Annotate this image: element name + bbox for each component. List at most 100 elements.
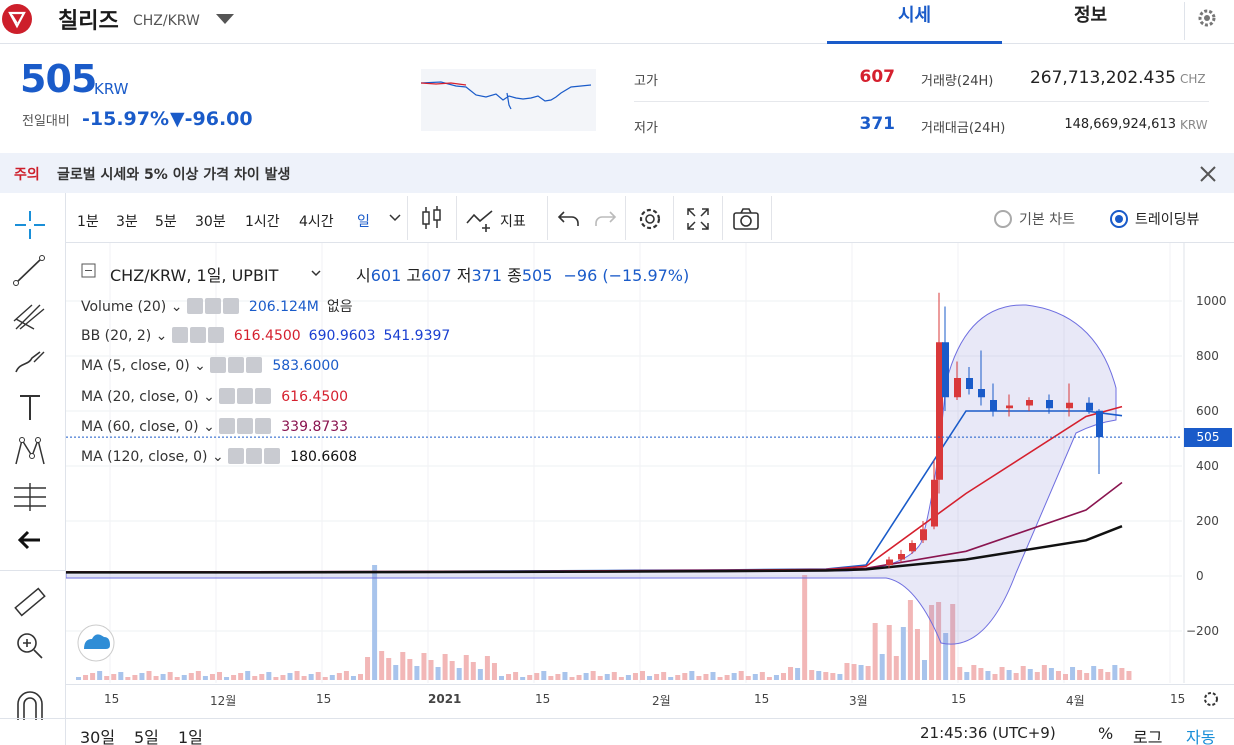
range-5d[interactable]: 5일 <box>134 728 159 745</box>
fullscreen-icon[interactable] <box>685 206 711 236</box>
volume-bar <box>83 675 89 680</box>
indicator-name: Volume (20) <box>81 299 167 315</box>
volume-bar <box>858 665 864 680</box>
indicator-value: 583.6000 <box>272 358 340 374</box>
price-chart[interactable] <box>65 243 1234 688</box>
log-toggle[interactable]: 로그 <box>1133 728 1163 745</box>
gear-icon[interactable] <box>237 388 254 404</box>
timeframe-30m[interactable]: 30분 <box>195 214 226 230</box>
close-icon[interactable] <box>255 388 272 404</box>
eye-icon[interactable] <box>171 327 188 343</box>
gear-icon[interactable] <box>246 448 263 464</box>
indicator-legend-row[interactable]: Volume (20) ⌄ 206.124M 없음 <box>81 296 353 316</box>
zoom-in-icon[interactable] <box>10 628 50 662</box>
indicator-legend-row[interactable]: MA (120, close, 0) ⌄ 180.6608 <box>81 448 357 465</box>
chevron-down-icon[interactable] <box>388 209 402 228</box>
indicator-legend-row[interactable]: MA (60, close, 0) ⌄ 339.8733 <box>81 418 348 435</box>
magnet-icon[interactable] <box>10 690 50 724</box>
timeframe-1m[interactable]: 1분 <box>77 214 99 230</box>
close-icon[interactable] <box>246 357 263 373</box>
settings-icon[interactable] <box>636 205 664 237</box>
chevron-down-icon[interactable] <box>216 14 234 24</box>
radio-tradingview[interactable] <box>1110 210 1128 228</box>
tab-info[interactable]: 정보 <box>1073 5 1108 26</box>
close-icon[interactable] <box>207 327 224 343</box>
chevron-down-icon[interactable]: ⌄ <box>151 328 172 344</box>
close-icon[interactable] <box>255 418 272 434</box>
camera-icon[interactable] <box>731 206 761 236</box>
gear-icon[interactable] <box>1184 2 1234 40</box>
tab-price[interactable]: 시세 <box>827 0 1002 44</box>
volume-bar <box>372 565 378 680</box>
indicator-button[interactable]: 지표 <box>500 214 526 230</box>
indicator-icon[interactable] <box>464 205 496 237</box>
timeframe-3m[interactable]: 3분 <box>116 214 138 230</box>
volume-bar <box>1013 673 1019 680</box>
basic-chart-label[interactable]: 기본 차트 <box>1019 212 1075 228</box>
eye-icon[interactable] <box>219 418 236 434</box>
auto-toggle[interactable]: 자동 <box>1186 728 1216 745</box>
gear-icon[interactable] <box>228 357 245 373</box>
volume-bar <box>245 671 251 680</box>
cloud-icon[interactable] <box>77 624 115 662</box>
gear-icon[interactable] <box>189 327 206 343</box>
pattern-icon[interactable] <box>10 434 50 468</box>
chevron-down-icon[interactable] <box>310 264 322 283</box>
pitchfork-icon[interactable] <box>10 299 50 333</box>
close-icon[interactable] <box>264 448 281 464</box>
close-icon[interactable] <box>222 298 239 314</box>
redo-icon[interactable] <box>592 206 618 234</box>
volume-bar <box>1105 672 1111 680</box>
symbol-title[interactable]: CHZ/KRW, 1일, UPBIT <box>110 266 279 285</box>
eye-icon[interactable] <box>219 388 236 404</box>
eye-icon[interactable] <box>210 357 227 373</box>
volume-bar <box>259 674 265 680</box>
indicator-legend-row[interactable]: MA (20, close, 0) ⌄ 616.4500 <box>81 388 348 405</box>
gear-icon[interactable] <box>237 418 254 434</box>
chevron-down-icon[interactable]: ⌄ <box>189 358 211 374</box>
close-icon[interactable] <box>1198 164 1218 184</box>
range-1d[interactable]: 1일 <box>178 728 203 745</box>
timeframe-5m[interactable]: 5분 <box>155 214 177 230</box>
ruler-icon[interactable] <box>10 585 50 619</box>
arrow-left-icon[interactable] <box>10 523 50 557</box>
chevron-down-icon[interactable]: ⌄ <box>198 419 220 435</box>
indicator-value: 616.4500 <box>281 389 349 405</box>
chevron-down-icon[interactable]: ⌄ <box>166 299 187 315</box>
eye-icon[interactable] <box>228 448 245 464</box>
undo-icon[interactable] <box>556 206 582 234</box>
volume-bar <box>604 674 610 680</box>
timeframe-1d[interactable]: 일 <box>357 214 370 230</box>
eye-icon[interactable] <box>186 298 203 314</box>
volume-bar <box>308 674 314 680</box>
percent-toggle[interactable]: % <box>1098 724 1114 743</box>
tradingview-label[interactable]: 트레이딩뷰 <box>1135 212 1200 228</box>
volume-bar <box>731 673 737 680</box>
candle-body <box>978 389 985 398</box>
radio-basic-chart[interactable] <box>994 210 1012 228</box>
indicator-actions <box>171 327 226 344</box>
measure-icon[interactable] <box>10 480 50 514</box>
volume-bar <box>795 668 801 680</box>
candlestick-icon[interactable] <box>418 204 446 236</box>
collapse-icon[interactable] <box>81 263 97 283</box>
volume-bar <box>118 672 124 680</box>
chevron-down-icon[interactable]: ⌄ <box>198 389 220 405</box>
text-icon[interactable] <box>10 390 50 424</box>
candle-body <box>1096 410 1103 438</box>
axis-settings-icon[interactable] <box>1200 688 1222 714</box>
crosshair-icon[interactable] <box>10 208 50 242</box>
volume-bar <box>992 674 998 680</box>
gear-icon[interactable] <box>204 298 221 314</box>
warning-bar <box>0 153 1234 193</box>
volume-bar <box>1055 671 1061 680</box>
timeframe-1h[interactable]: 1시간 <box>245 214 280 230</box>
indicator-legend-row[interactable]: BB (20, 2) ⌄ 616.4500 690.9603 541.9397 <box>81 327 450 344</box>
volume-bar <box>167 672 173 680</box>
indicator-legend-row[interactable]: MA (5, close, 0) ⌄ 583.6000 <box>81 357 339 374</box>
range-30d[interactable]: 30일 <box>80 728 116 745</box>
trend-line-icon[interactable] <box>10 253 50 287</box>
chevron-down-icon[interactable]: ⌄ <box>207 449 229 465</box>
timeframe-4h[interactable]: 4시간 <box>299 214 334 230</box>
brush-icon[interactable] <box>10 344 50 378</box>
